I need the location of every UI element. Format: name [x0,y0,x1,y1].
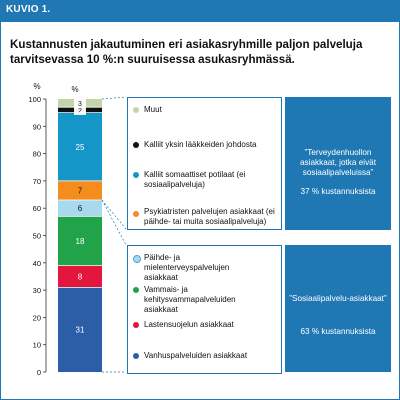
legend-item-laakkeet: Kalliit yksin lääkkeiden johdosta [144,140,257,149]
y-tick-label: 80 [33,150,41,159]
data-label: 6 [78,204,83,213]
connector-social-top [101,199,127,246]
legend-swatch-laakkeet [133,142,139,148]
data-label-bg [74,104,86,115]
y-tick-label: 20 [33,313,41,322]
note-health-text: ”Terveydenhuollon asiakkaat, jotka eivät… [299,148,376,177]
chart-title: Kustannusten jakautuminen eri asiakasryh… [10,38,363,66]
y-axis-label: % [33,82,40,91]
note-box-social [285,245,391,372]
bar-segment [58,200,102,217]
y-tick-label: 40 [33,259,41,268]
data-label: 2 [78,108,82,115]
y-tick-label: 0 [37,368,41,377]
data-label: 3 [78,101,82,108]
bar-segment [58,265,102,288]
legend-item-vanhus: Vanhuspalveluiden asiakkaat [144,351,248,360]
legend-swatch-lastensuojelu [133,322,139,328]
y-tick-label: 70 [33,177,41,186]
bar-segment [58,287,102,372]
legend-swatch-psykiatriset [133,211,139,217]
figure-label: KUVIO 1. [6,4,51,15]
data-label: 25 [76,143,85,152]
legend-swatch-muut [133,107,139,113]
bar-segment [58,180,102,201]
legend-item-muut: Muut [144,105,162,114]
legend-swatch-vammais [133,287,139,293]
legend-box-social [127,245,282,374]
bar-segment [58,112,102,181]
note-social-text: ”Sosiaalipalvelu-asiakkaat” [289,294,387,303]
legend-box-health [127,97,282,230]
note-social-pct: 63 % kustannuksista [300,327,376,336]
y-tick-label: 50 [33,232,41,241]
data-label-bg [74,98,86,109]
legend-item-vammais: Vammais- ja kehitysvammapalveluiden asia… [144,285,236,314]
legend-item-lastensuojelu: Lastensuojelun asiakkaat [144,320,234,329]
y-tick-label: 90 [33,122,41,131]
legend-item-paihde: Päihde- ja mielenterveyspalvelujen asiak… [144,253,230,282]
data-label: 31 [76,326,85,335]
figure-banner: KUVIO 1. [0,0,400,22]
connector-health-top [101,96,127,100]
legend-item-somaattiset: Kalliit somaattiset potilaat (ei sosiaal… [144,170,246,189]
note-box-health [285,97,391,230]
y-tick-label: 100 [28,95,41,104]
note-health-pct: 37 % kustannuksista [300,187,376,196]
data-label: 18 [76,237,85,246]
legend-item-psykiatriset: Psykiatristen palvelujen asiakkaat (ei p… [144,207,275,226]
bar-segment [58,216,102,266]
legend-swatch-paihde [133,255,141,263]
bar-header-label: % [71,85,78,94]
y-tick-label: 10 [33,341,41,350]
legend-swatch-somaattiset [133,172,139,178]
connector-health-bottom [101,199,127,230]
data-label: 7 [78,186,83,195]
y-tick-label: 30 [33,286,41,295]
y-tick-label: 60 [33,204,41,213]
legend-swatch-vanhus [133,353,139,359]
data-label: 8 [78,272,83,281]
